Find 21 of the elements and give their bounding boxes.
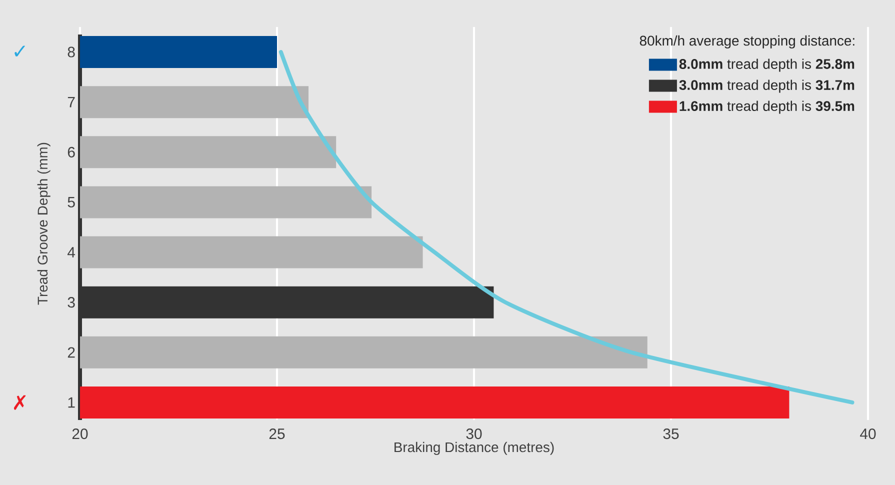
y-axis-title: Tread Groove Depth (mm) (37, 142, 50, 305)
y-tick-label: 5 (68, 197, 75, 208)
legend-title: 80km/h average stopping distance: (640, 35, 854, 48)
y-tick-label: 4 (68, 247, 76, 258)
x-tick-label: 20 (72, 428, 88, 440)
text: ✓ (14, 46, 25, 56)
legend-label: 8.0mm tread depth is 25.8m (679, 58, 854, 72)
y-tick-label: 2 (68, 347, 75, 358)
x-axis-title: Braking Distance (metres) (394, 442, 554, 455)
y-tick-label: 6 (68, 146, 75, 158)
x-tick-label: 35 (663, 428, 679, 440)
legend-label: 3.0mm tread depth is 31.7m (679, 80, 854, 93)
x-tick-label: 30 (466, 428, 482, 440)
y-tick-label: 3 (68, 297, 75, 308)
y-tick-label: 7 (68, 96, 75, 108)
x-tick-label: 25 (269, 428, 285, 440)
text: ✗ (14, 395, 26, 410)
x-tick-label: 40 (860, 428, 876, 440)
y-tick-label: 8 (68, 46, 75, 58)
y-tick-label: 1 (68, 397, 75, 408)
legend-label: 1.6mm tread depth is 39.5m (680, 100, 854, 114)
